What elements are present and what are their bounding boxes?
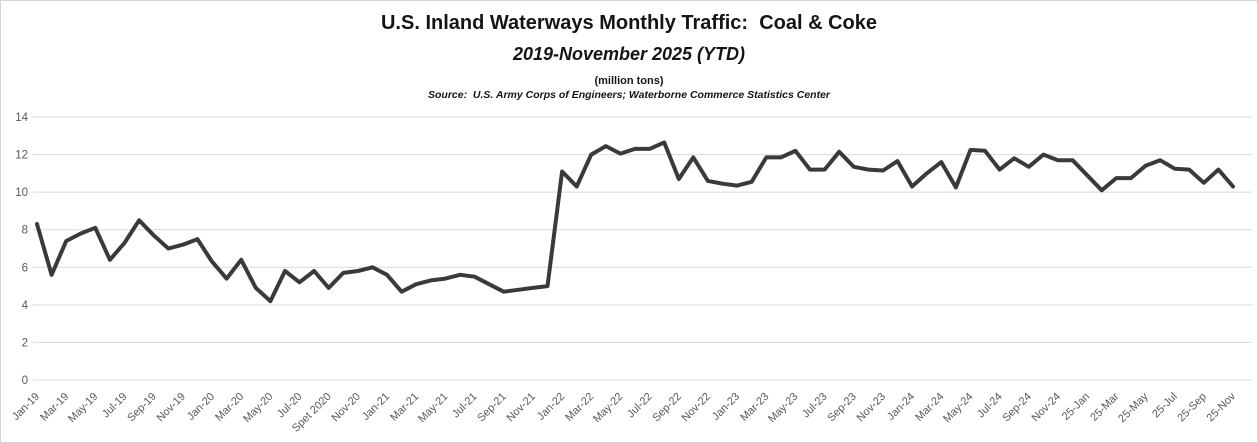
x-tick-label: Nov-21 <box>504 391 538 425</box>
x-tick-label: May-22 <box>591 391 625 425</box>
x-tick-label: Mar-23 <box>738 391 771 424</box>
x-tick-label: 25-Nov <box>1205 390 1239 424</box>
x-tick-label: 25-Jan <box>1060 391 1092 423</box>
y-axis-labels: 0 2 4 6 8 10 12 14 <box>15 112 28 387</box>
x-tick-label: May-20 <box>241 391 275 425</box>
y-tick-label: 2 <box>22 337 28 349</box>
x-tick-label: May-23 <box>766 391 800 425</box>
y-tick-label: 10 <box>15 187 28 199</box>
y-tick-label: 8 <box>22 225 28 237</box>
chart-subtitle: 2019-November 2025 (YTD) <box>512 44 746 64</box>
units-note: (million tons) <box>594 75 664 87</box>
x-tick-label: May-21 <box>416 391 450 425</box>
x-tick-label: Nov-19 <box>154 391 188 425</box>
x-tick-label: Sep-23 <box>825 391 859 425</box>
x-tick-label: Nov-24 <box>1030 391 1064 425</box>
x-tick-label: Nov-20 <box>329 391 363 425</box>
x-tick-label: 25-Sep <box>1175 391 1209 425</box>
x-tick-label: Nov-22 <box>679 391 713 425</box>
x-tick-label: Sep-19 <box>125 391 159 425</box>
x-tick-label: May-24 <box>941 391 975 425</box>
source-note: Source: U.S. Army Corps of Engineers; Wa… <box>427 89 831 101</box>
y-tick-label: 4 <box>22 300 29 312</box>
x-tick-label: Sep-22 <box>650 391 684 425</box>
x-tick-label: Sep-21 <box>475 391 509 425</box>
y-tick-label: 6 <box>22 262 28 274</box>
gridlines <box>33 116 1252 381</box>
x-tick-label: Jan-22 <box>535 391 567 423</box>
y-tick-label: 14 <box>15 112 28 124</box>
y-tick-label: 0 <box>22 375 28 387</box>
x-tick-label: Mar-20 <box>213 391 246 424</box>
x-tick-label: Nov-23 <box>855 391 889 425</box>
x-tick-label: Jan-19 <box>10 391 42 423</box>
x-tick-label: Mar-19 <box>38 391 71 424</box>
x-tick-label: Sep-24 <box>1000 391 1034 425</box>
x-tick-label: Jan-21 <box>360 391 392 423</box>
x-tick-label: Jan-20 <box>185 391 217 423</box>
x-tick-label: 25-Mar <box>1088 390 1121 423</box>
x-tick-label: Jan-24 <box>885 391 917 423</box>
x-tick-label: Mar-22 <box>563 391 596 424</box>
x-tick-label: Mar-24 <box>913 391 946 424</box>
coal-coke-series-line <box>35 140 1235 304</box>
x-tick-label: Jan-23 <box>710 391 742 423</box>
x-tick-label: Mar-21 <box>388 391 421 424</box>
y-tick-label: 12 <box>15 150 28 162</box>
x-tick-label: 25-May <box>1116 390 1151 425</box>
chart-title: U.S. Inland Waterways Monthly Traffic: C… <box>380 12 877 34</box>
x-tick-label: May-19 <box>66 391 100 425</box>
